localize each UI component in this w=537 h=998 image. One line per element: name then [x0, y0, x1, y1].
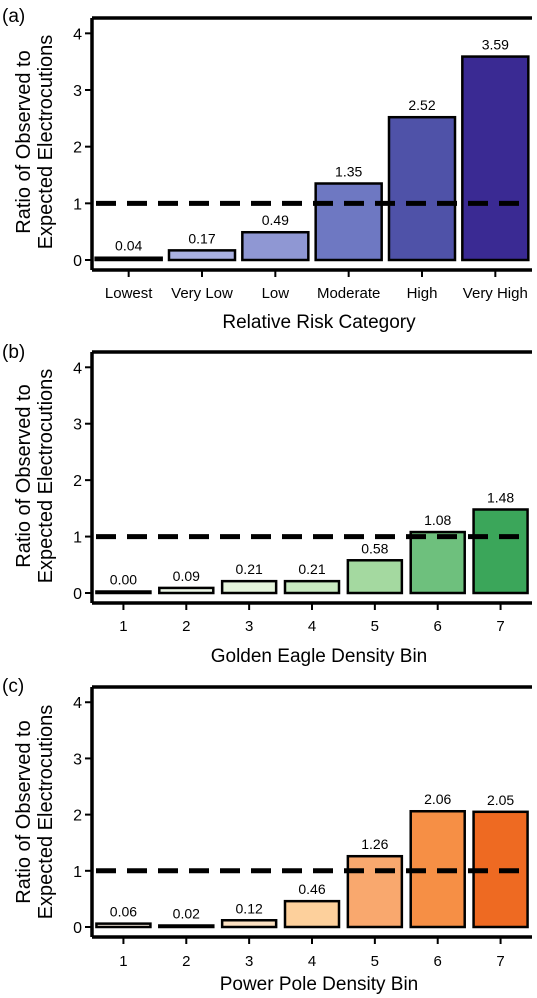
panel-b-ylabel-line2: Expected Electrocutions: [35, 369, 57, 584]
panel-a-ytick-label: 0: [73, 253, 82, 270]
panel-b-ytick-label: 2: [73, 473, 82, 490]
panel-c-value-label: 0.02: [173, 906, 200, 922]
panel-c-ylabel-line1: Ratio of Observed to: [13, 720, 35, 903]
panel-c-value-label: 0.06: [110, 904, 137, 920]
panel-a-bar: [461, 55, 530, 262]
panel-c-value-label: 2.05: [487, 792, 514, 808]
panel-b-bar: [95, 590, 152, 595]
panel-b-value-label: 0.21: [236, 561, 263, 577]
panel-b-ytick-label: 1: [73, 530, 82, 547]
panel-c-bar: [346, 854, 404, 929]
panel-a-xtick-label: Moderate: [317, 285, 380, 302]
panel-b-bar: [409, 530, 466, 595]
panel-c-xtick-label: 6: [434, 953, 442, 970]
panel-c-label: (c): [2, 676, 24, 697]
panel-c-xtick-label: 4: [308, 953, 316, 970]
panel-a-value-label: 2.52: [408, 97, 435, 113]
panel-b-value-label: 0.09: [173, 568, 200, 584]
panel-c-value-label: 0.46: [298, 881, 325, 897]
panel-a-value-label: 0.49: [262, 212, 289, 228]
panel-c-axes: [90, 685, 532, 939]
panel-c-xtick-label: 2: [182, 953, 190, 970]
panel-a-axes: [90, 16, 532, 272]
panel-a-xtick-label: Very Low: [171, 285, 233, 302]
panel-b-xtick-label: 1: [119, 618, 127, 635]
panel-c: (c) Ratio of Observed to Expected Electr…: [2, 676, 532, 995]
panel-b-plot: 0 1 2 3 4 0.00 1 0.09 2 0.21 3 0.21 4 0.58 5 1.08 6 1.48 7: [73, 350, 532, 635]
panel-a-ytick-label: 3: [73, 83, 82, 100]
panel-c-bar: [220, 919, 278, 929]
panel-c-ytick-label: 2: [73, 808, 82, 825]
panel-a-value-label: 1.35: [335, 164, 362, 180]
panel-b-ytick-label: 0: [73, 586, 82, 603]
panel-b-value-label: 0.00: [110, 572, 137, 588]
panel-c-ytick-label: 1: [73, 864, 82, 881]
panel-a-bar: [314, 182, 383, 262]
panel-c-value-label: 2.06: [424, 791, 451, 807]
panel-c-plot: 0 1 2 3 4 0.06 1 0.02 2 0.12 3 0.46 4 1.26 5 2.06 6 2.05 7: [73, 685, 532, 970]
panel-c-xtick-label: 3: [245, 953, 253, 970]
panel-a-value-label: 0.04: [115, 238, 142, 254]
panel-c-ylabel-line2: Expected Electrocutions: [35, 705, 57, 920]
panel-a-bar: [94, 256, 163, 262]
panel-c-ytick-label: 3: [73, 751, 82, 768]
panel-b-value-label: 0.58: [361, 540, 388, 556]
panel-c-value-label: 1.26: [361, 836, 388, 852]
panel-b-xtick-label: 4: [308, 618, 316, 635]
panel-c-ytick-label: 0: [73, 920, 82, 937]
panel-a-ytick-label: 2: [73, 140, 82, 157]
panel-a-xtick-label: Low: [262, 285, 290, 302]
panel-b-xtick-label: 3: [245, 618, 253, 635]
panel-a-value-label: 3.59: [482, 37, 509, 53]
panel-a-ylabel-line1: Ratio of Observed to: [13, 50, 35, 233]
panel-c-xtick-label: 5: [371, 953, 379, 970]
panel-a-ytick-label: 1: [73, 196, 82, 213]
panel-a-xtick-label: High: [407, 285, 438, 302]
panel-a-value-label: 0.17: [188, 230, 215, 246]
panel-b-xtick-label: 2: [182, 618, 190, 635]
panel-c-xlabel: Power Pole Density Bin: [220, 974, 419, 995]
panel-b-bar: [283, 579, 341, 595]
panel-b-ylabel-line1: Ratio of Observed to: [13, 384, 35, 567]
panel-a-bar: [167, 249, 237, 262]
panel-b-bar: [220, 579, 278, 595]
panel-a-ytick-label: 4: [73, 26, 82, 43]
panel-a: (a) Ratio of Observed to Expected Electr…: [2, 6, 532, 333]
panel-a-xtick-label: Very High: [463, 285, 528, 302]
panel-b-xtick-label: 6: [434, 618, 442, 635]
panel-b-value-label: 1.08: [424, 512, 451, 528]
panel-b-bar: [158, 586, 215, 595]
panel-c-bar: [95, 922, 152, 929]
panel-b-ytick-label: 4: [73, 360, 82, 377]
panel-c-ytick-label: 4: [73, 695, 82, 712]
panel-c-xtick-label: 7: [496, 953, 504, 970]
panel-c-xtick-label: 1: [119, 953, 127, 970]
panel-a-xtick-label: Lowest: [105, 285, 153, 302]
panel-a-ylabel-line2: Expected Electrocutions: [35, 35, 57, 250]
panel-b-label: (b): [2, 342, 25, 363]
panel-b-bar: [346, 559, 404, 595]
panel-b-value-label: 1.48: [487, 489, 514, 505]
panel-a-bar: [387, 115, 457, 262]
panel-a-xlabel: Relative Risk Category: [222, 312, 416, 333]
panel-c-bar: [158, 924, 215, 929]
panel-a-plot: 0 1 2 3 4 0.04 Lowest 0.17 Very Low 0.49 Low 1.35 Mo…: [73, 16, 532, 302]
panel-b: (b) Ratio of Observed to Expected Electr…: [2, 342, 532, 667]
panel-c-value-label: 0.12: [236, 900, 263, 916]
panel-a-label: (a): [2, 6, 25, 27]
panel-b-bar: [472, 508, 529, 595]
panel-b-xtick-label: 7: [496, 618, 504, 635]
panel-b-xtick-label: 5: [371, 618, 379, 635]
panel-b-ytick-label: 3: [73, 417, 82, 434]
panel-b-xlabel: Golden Eagle Density Bin: [211, 646, 428, 667]
panel-c-bar: [283, 899, 341, 929]
panel-b-value-label: 0.21: [298, 561, 325, 577]
panel-a-bar: [241, 230, 310, 262]
